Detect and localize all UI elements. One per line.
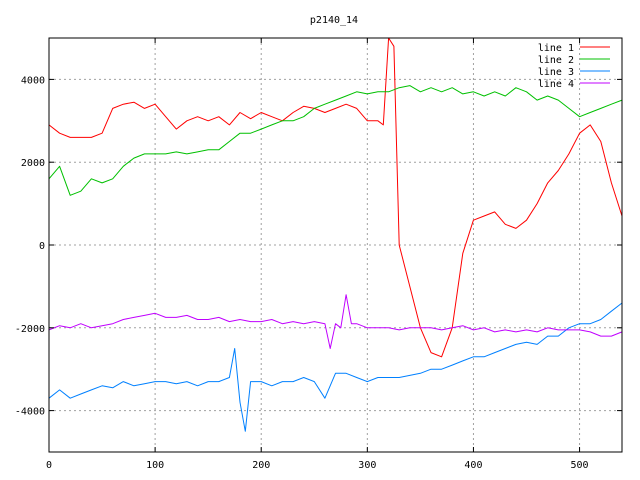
legend-label: line 3 <box>538 67 574 78</box>
x-tick-label: 200 <box>252 460 270 471</box>
series-line-4 <box>48 294 623 349</box>
grid <box>49 38 622 452</box>
y-tick-label: -2000 <box>15 324 45 335</box>
y-tick-label: 2000 <box>21 158 45 169</box>
y-tick-label: 4000 <box>21 75 45 86</box>
y-tick-label: -4000 <box>15 407 45 418</box>
y-tick-label: 0 <box>39 241 45 252</box>
legend-label: line 4 <box>538 79 574 90</box>
x-tick-label: 100 <box>146 460 164 471</box>
axes: 0 100 200 300 400 500 -4000 -2000 0 2000 4000 <box>15 38 622 471</box>
x-tick-label: 500 <box>571 460 589 471</box>
series-group <box>48 37 623 432</box>
legend-label: line 1 <box>538 43 574 54</box>
legend-label: line 2 <box>538 55 574 66</box>
x-tick-label: 300 <box>358 460 376 471</box>
chart-title: p2140_14 <box>310 15 358 26</box>
series-line-2 <box>48 85 623 196</box>
series-line-1 <box>48 37 623 358</box>
x-tick-label: 0 <box>46 460 52 471</box>
series-line-3 <box>48 302 623 432</box>
x-tick-label: 400 <box>464 460 482 471</box>
